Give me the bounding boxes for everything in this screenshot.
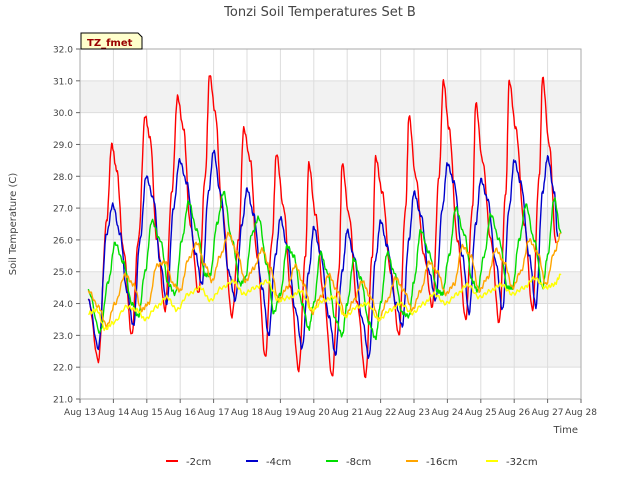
x-axis-ticks: Aug 13 Aug 14 Aug 15 Aug 16 Aug 17 Aug 18 Aug … [64, 399, 597, 418]
plot-area [79, 48, 582, 400]
plot-band [80, 144, 581, 177]
x-tick-label: Aug 21 [331, 408, 363, 418]
x-tick-label: Aug 27 [532, 408, 564, 418]
legend-label: -16cm [426, 457, 458, 468]
x-tick-label: Aug 23 [398, 408, 430, 418]
x-tick-label: Aug 14 [97, 408, 129, 418]
x-tick-label: Aug 22 [365, 408, 397, 418]
legend-label: -8cm [346, 457, 371, 468]
y-tick-label: 27.0 [53, 205, 73, 215]
y-tick-label: 26.0 [53, 236, 73, 246]
x-tick-label: Aug 25 [465, 408, 497, 418]
y-tick-label: 24.0 [53, 300, 73, 310]
legend-label: -32cm [506, 457, 538, 468]
legend-label: -4cm [266, 457, 291, 468]
x-axis-label: Time [553, 425, 578, 436]
chart-title: Tonzi Soil Temperatures Set B [223, 5, 416, 20]
legend: -2cm -4cm -8cm -16cm -32cm [166, 457, 538, 468]
y-tick-label: 23.0 [53, 332, 73, 342]
x-tick-label: Aug 16 [164, 408, 196, 418]
series-line-4cm [87, 149, 559, 360]
x-tick-label: Aug 18 [231, 408, 263, 418]
x-tick-label: Aug 24 [431, 408, 463, 418]
x-tick-label: Aug 26 [498, 408, 530, 418]
plot-band [80, 335, 581, 368]
x-tick-label: Aug 15 [131, 408, 163, 418]
legend-label: -2cm [186, 457, 211, 468]
plot-band [80, 80, 581, 113]
annotation-label: TZ_fmet [87, 38, 133, 49]
series-layer [87, 75, 562, 379]
series-line-16cm [87, 231, 562, 328]
y-tick-label: 32.0 [53, 46, 73, 56]
series-line-32cm [88, 273, 562, 332]
y-axis-ticks: 21.0 22.0 23.0 24.0 25.0 26.0 27.0 28.0 29.0 30.0… [53, 46, 80, 406]
grid-lines [79, 48, 582, 400]
x-tick-label: Aug 28 [565, 408, 597, 418]
y-tick-label: 22.0 [53, 364, 73, 374]
y-tick-label: 25.0 [53, 268, 73, 278]
x-tick-label: Aug 17 [198, 408, 230, 418]
y-tick-label: 30.0 [53, 109, 73, 119]
x-tick-label: Aug 19 [264, 408, 296, 418]
y-axis-label: Soil Temperature (C) [8, 173, 19, 276]
y-tick-label: 21.0 [53, 396, 73, 406]
y-tick-label: 28.0 [53, 173, 73, 183]
y-tick-label: 29.0 [53, 141, 73, 151]
y-tick-label: 31.0 [53, 77, 73, 87]
annotation-box: TZ_fmet [80, 32, 143, 50]
x-tick-label: Aug 13 [64, 408, 96, 418]
x-tick-label: Aug 20 [298, 408, 330, 418]
